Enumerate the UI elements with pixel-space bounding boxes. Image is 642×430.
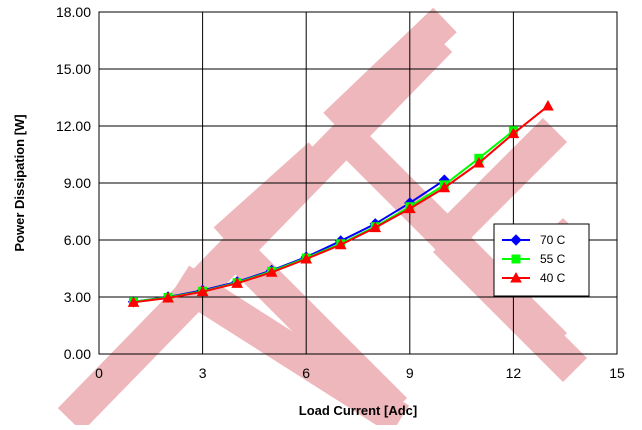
y-tick-label: 15.00 <box>56 61 91 77</box>
series-point <box>507 127 520 139</box>
x-tick-label: 9 <box>406 365 414 381</box>
y-tick-label: 9.00 <box>64 175 91 191</box>
y-tick-label: 0.00 <box>64 346 91 362</box>
series-point <box>403 202 416 214</box>
y-tick-label: 12.00 <box>56 118 91 134</box>
watermark-band <box>323 7 457 138</box>
plot-area-frame <box>98 11 618 355</box>
x-axis-title: Load Current [Adc] <box>299 403 417 418</box>
legend-item: 55 C <box>502 252 566 266</box>
grid-lines <box>99 12 617 354</box>
series-layer <box>127 100 554 308</box>
series-point <box>334 238 347 250</box>
y-axis-title: Power Dissipation [W] <box>12 114 27 251</box>
series-point <box>438 181 451 193</box>
watermark-band <box>432 117 568 253</box>
y-tick-label: 18.00 <box>56 4 91 20</box>
series-point <box>231 277 243 288</box>
x-tick-label: 12 <box>506 365 522 381</box>
series-point <box>162 291 174 303</box>
series-point <box>300 252 313 264</box>
y-tick-label: 3.00 <box>64 289 91 305</box>
legend-label: 55 C <box>540 252 566 266</box>
legend-label: 70 C <box>540 233 566 247</box>
x-tick-labels: 0 3 6 9 12 15 <box>95 365 625 381</box>
legend-marker <box>510 271 522 283</box>
y-tick-label: 6.00 <box>64 232 91 248</box>
series-point <box>196 285 209 297</box>
x-tick-label: 15 <box>609 365 625 381</box>
watermark-band <box>213 142 332 253</box>
series-40-c <box>127 100 554 307</box>
series-point <box>265 266 278 277</box>
y-tick-labels: 0.00 3.00 6.00 9.00 12.00 15.00 18.00 <box>56 4 91 362</box>
watermark-shapes <box>57 7 588 430</box>
legend-marker <box>511 254 521 264</box>
series-point <box>473 157 485 168</box>
x-tick-label: 6 <box>302 365 310 381</box>
x-tick-label: 0 <box>95 365 103 381</box>
series-point <box>369 221 382 233</box>
watermark-band <box>432 227 588 383</box>
series-point <box>127 296 140 307</box>
x-tick-label: 3 <box>199 365 207 381</box>
legend-item: 40 C <box>502 271 566 285</box>
series-point <box>542 100 554 111</box>
watermark-band <box>212 227 408 423</box>
legend: 70 C 55 C 40 C <box>493 223 590 297</box>
legend-marker <box>510 234 522 246</box>
legend-item: 70 C <box>502 233 566 247</box>
legend-label: 40 C <box>540 271 566 285</box>
